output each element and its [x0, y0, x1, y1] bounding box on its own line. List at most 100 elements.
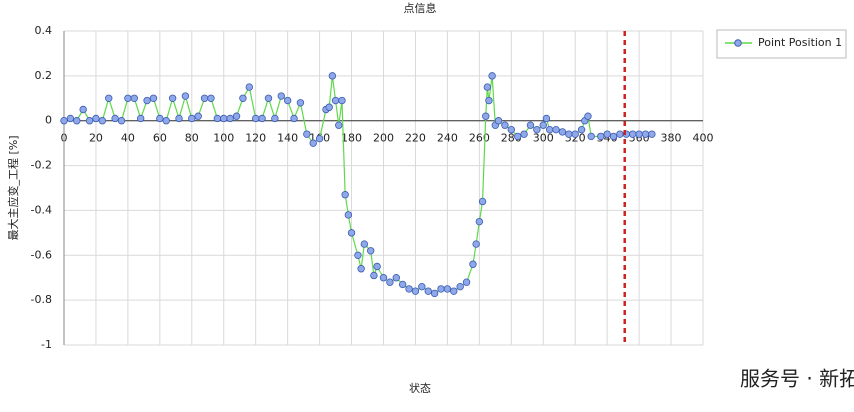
data-point	[571, 130, 579, 138]
data-point	[513, 132, 522, 141]
data-point	[60, 117, 68, 125]
data-point	[565, 130, 573, 138]
data-point	[603, 130, 611, 138]
y-tick-label: -1	[41, 338, 52, 351]
data-point	[277, 92, 285, 100]
data-point	[648, 130, 656, 138]
y-axis-label: 最大主应变_工程 [%]	[6, 135, 20, 240]
data-point	[483, 83, 492, 91]
data-point	[533, 125, 541, 134]
data-point	[251, 114, 260, 123]
data-point	[213, 114, 222, 123]
data-point	[331, 96, 340, 105]
data-point	[616, 130, 624, 138]
data-point	[392, 274, 400, 282]
y-tick-label: 0.2	[35, 69, 53, 82]
data-point	[335, 121, 343, 129]
data-point	[124, 94, 132, 102]
data-point	[443, 285, 452, 293]
data-point	[66, 114, 75, 123]
data-point	[325, 103, 333, 111]
data-point	[283, 96, 292, 105]
data-point	[641, 130, 650, 138]
data-point	[303, 130, 311, 138]
x-tick-label: 300	[533, 132, 554, 145]
data-point	[117, 117, 126, 125]
data-point	[130, 94, 138, 102]
data-point	[629, 130, 637, 138]
data-point	[149, 94, 158, 102]
data-point	[552, 125, 560, 134]
x-tick-label: 40	[121, 132, 135, 145]
data-point	[194, 112, 202, 120]
data-point	[79, 105, 87, 114]
data-point	[226, 114, 234, 123]
x-tick-label: 220	[405, 132, 426, 145]
x-tick-label: 140	[277, 132, 298, 145]
x-tick-label: 100	[213, 132, 234, 145]
data-point	[478, 197, 487, 206]
data-point	[136, 114, 145, 123]
data-point	[232, 112, 241, 120]
data-point	[398, 280, 407, 289]
x-tick-label: 380	[661, 132, 682, 145]
data-point	[577, 125, 586, 134]
data-point	[92, 114, 100, 123]
x-tick-label: 400	[693, 132, 714, 145]
data-point	[539, 121, 547, 129]
data-point	[558, 128, 567, 136]
data-point	[290, 114, 298, 123]
x-tick-label: 80	[185, 132, 199, 145]
data-point	[488, 72, 496, 80]
y-tick-label: -0.8	[31, 293, 52, 306]
data-point	[315, 134, 324, 143]
data-point	[373, 262, 381, 271]
data-point	[542, 114, 551, 123]
data-point	[220, 114, 228, 123]
data-point	[175, 114, 183, 123]
data-point	[357, 265, 365, 273]
data-point	[597, 132, 605, 141]
data-point	[386, 278, 394, 286]
data-point	[85, 117, 94, 125]
data-point	[264, 94, 273, 102]
data-point	[344, 211, 353, 219]
legend-marker	[734, 39, 742, 47]
data-point	[411, 287, 420, 295]
watermark: 服务号 · 新拓三维	[740, 367, 854, 391]
x-tick-label: 240	[437, 132, 458, 145]
data-point	[424, 287, 432, 295]
x-tick-label: 180	[341, 132, 362, 145]
data-point	[360, 240, 369, 248]
x-tick-label: 120	[245, 132, 266, 145]
data-point	[520, 130, 528, 138]
data-point	[430, 289, 439, 298]
chart-title: 点信息	[404, 1, 437, 15]
x-tick-label: 20	[89, 132, 103, 145]
data-point	[494, 117, 503, 125]
legend-label: Point Position 1	[758, 36, 842, 49]
series-line	[63, 75, 652, 295]
data-point	[200, 94, 209, 102]
data-point	[143, 96, 151, 105]
data-point	[635, 130, 643, 138]
data-point	[469, 260, 477, 268]
data-point	[162, 117, 170, 125]
data-point	[328, 72, 337, 80]
data-point	[207, 94, 215, 102]
y-tick-label: -0.6	[31, 248, 52, 261]
y-tick-label: 0.4	[35, 24, 53, 37]
data-point	[526, 121, 535, 129]
data-point	[379, 274, 388, 282]
data-point	[111, 114, 119, 123]
data-point	[188, 114, 196, 123]
x-axis-label: 状态	[409, 381, 431, 395]
data-point	[341, 191, 349, 199]
data-point	[545, 125, 554, 134]
x-tick-label: 200	[373, 132, 394, 145]
data-point	[73, 117, 81, 125]
data-point	[609, 132, 618, 141]
data-point	[501, 121, 509, 129]
